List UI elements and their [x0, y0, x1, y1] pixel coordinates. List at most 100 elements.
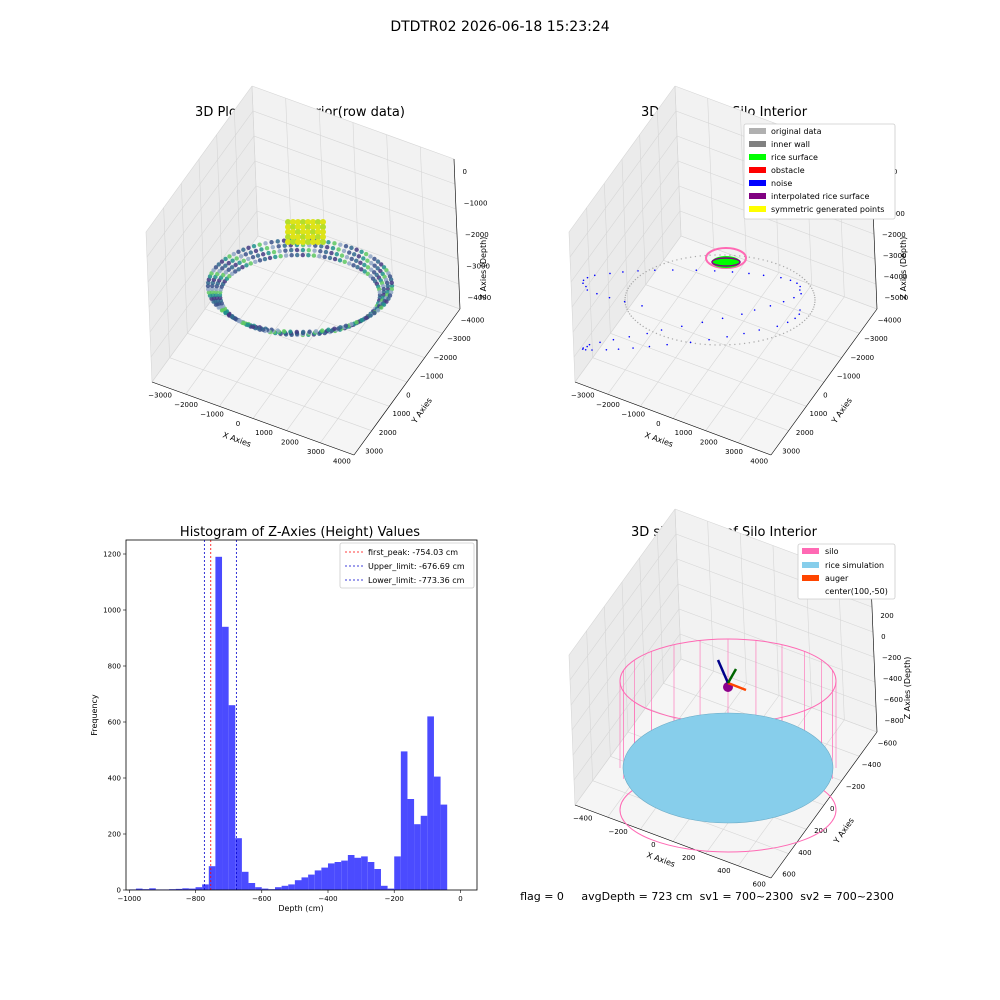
histogram-bar — [354, 857, 362, 890]
raw-point — [320, 219, 326, 225]
classify-noise-point — [622, 271, 624, 273]
classify-y-tick-label: 1000 — [810, 410, 828, 418]
classify-wall-point — [786, 331, 788, 333]
auger-arrow-y — [726, 668, 738, 684]
classify-wall-point — [645, 270, 647, 273]
raw-3d-panel: −3000−2000−10000100020003000400030002000… — [145, 85, 491, 465]
raw-point — [306, 248, 311, 253]
classify-wall-point — [689, 256, 692, 258]
raw-x-tick-label: −2000 — [174, 401, 198, 409]
raw-point — [266, 250, 271, 256]
raw-point — [285, 219, 291, 225]
classify-gridline — [663, 260, 860, 334]
simulation-x-tick-label: 400 — [717, 867, 730, 875]
classify-wall-point — [709, 254, 711, 256]
classify-wall-point — [812, 289, 814, 292]
raw-point — [223, 270, 229, 275]
classify-wall-point — [813, 292, 815, 294]
histogram-bar — [301, 877, 309, 890]
classify-wall-point — [655, 265, 658, 268]
raw-point — [365, 265, 371, 270]
raw-axis-line — [353, 308, 461, 456]
raw-point — [248, 261, 253, 266]
raw-point — [320, 234, 326, 240]
classify-wall-point — [709, 344, 711, 346]
classify-noise-point — [726, 335, 728, 338]
raw-z-tick-label: −3000 — [466, 263, 490, 271]
classify-wall-point — [811, 287, 813, 290]
classify-wall-point — [814, 299, 816, 301]
raw-gridline — [252, 110, 456, 185]
classify-noise-point — [800, 292, 802, 295]
auger-arrow-x — [727, 681, 747, 692]
simulation-y-axis-label: Y Axies — [831, 816, 856, 846]
raw-point — [262, 256, 268, 262]
classify-wall-point — [627, 287, 629, 290]
classify-wall-point — [685, 341, 687, 343]
classify-noise-point — [582, 347, 585, 349]
raw-point — [341, 248, 347, 254]
classify-noise-point — [632, 347, 634, 349]
raw-y-tick-label: 2000 — [379, 429, 397, 437]
simulation-3d-panel: −400 −200 0 200 400 600 600 400 200 0 −200 −400 −600… — [568, 508, 912, 888]
classify-wall-point — [724, 344, 726, 346]
simulation-x-axis-label: X Axies — [645, 850, 676, 869]
raw-point — [267, 255, 273, 261]
classify-wall-point — [680, 258, 683, 260]
legend-rice-simulation-swatch — [802, 562, 819, 568]
histogram-bar — [407, 799, 415, 890]
classify-wall-point — [782, 265, 785, 268]
raw-point — [241, 247, 246, 252]
raw-point — [361, 256, 366, 261]
raw-point — [368, 254, 373, 259]
classify-noise-point — [608, 296, 611, 299]
simulation-x-tick-label: −400 — [573, 815, 592, 823]
legend-obstacle-label: obstacle — [771, 166, 805, 175]
classify-wall-point — [724, 254, 726, 256]
raw-point — [300, 234, 306, 240]
histogram-y-tick-label: 1200 — [103, 551, 121, 559]
raw-gridline — [240, 260, 443, 334]
classify-wall-point — [624, 299, 626, 301]
classify-noise-point — [596, 292, 598, 295]
raw-point — [320, 229, 326, 235]
raw-point — [213, 265, 219, 270]
raw-point — [233, 262, 238, 268]
raw-z-tick-label: 0 — [462, 168, 466, 176]
classify-noise-point — [641, 305, 643, 307]
raw-point — [315, 219, 321, 225]
histogram-bar — [321, 867, 328, 890]
histogram-y-tick-label: 1000 — [103, 607, 121, 615]
histogram-y-tick-label: 600 — [108, 719, 121, 727]
raw-gridline — [251, 85, 259, 237]
raw-point — [250, 254, 256, 260]
raw-point — [275, 239, 280, 244]
histogram-bar — [208, 866, 216, 890]
classify-wall-point — [639, 274, 642, 277]
classify-wall-point — [714, 344, 716, 346]
raw-point — [381, 265, 387, 270]
classify-wall-point — [626, 289, 628, 292]
classify-wall-point — [663, 262, 665, 265]
raw-point — [226, 267, 231, 272]
raw-point — [315, 229, 321, 235]
classify-noise-point — [586, 276, 589, 279]
classify-noise-point — [721, 317, 724, 320]
classify-wall-point — [753, 341, 755, 343]
classify-wall-point — [632, 280, 634, 283]
raw-point — [343, 323, 349, 329]
classify-noise-point — [731, 271, 734, 273]
raw-point — [255, 253, 261, 258]
classify-noise-point — [648, 345, 651, 348]
raw-point — [223, 263, 228, 268]
classify-wall-point — [798, 323, 801, 326]
raw-y-tick-label: −3000 — [447, 335, 471, 343]
raw-point — [219, 259, 225, 264]
histogram-bar — [347, 855, 355, 890]
classify-y-tick-label: 0 — [823, 391, 827, 399]
raw-point — [379, 305, 384, 310]
legend-obstacle-swatch — [749, 167, 766, 173]
raw-y-tick-label: −2000 — [433, 354, 457, 362]
classify-x-tick-label: 4000 — [750, 457, 768, 465]
